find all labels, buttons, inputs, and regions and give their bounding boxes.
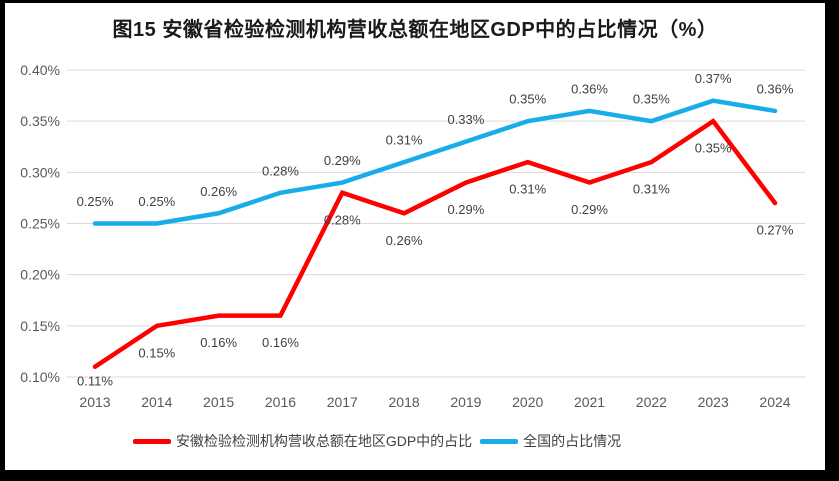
data-label: 0.29% <box>324 153 361 168</box>
data-label: 0.28% <box>324 212 361 227</box>
x-axis-tick-label: 2013 <box>79 394 110 410</box>
x-axis-tick-label: 2024 <box>759 394 790 410</box>
data-label: 0.15% <box>138 345 175 360</box>
legend-item-anhui: 安徽检验检测机构营收总额在地区GDP中的占比 <box>132 431 473 451</box>
y-axis-tick-label: 0.15% <box>20 318 60 334</box>
series-line-1 <box>92 98 778 226</box>
x-axis-tick-label: 2016 <box>265 394 296 410</box>
legend-inner: 安徽检验检测机构营收总额在地区GDP中的占比 全国的占比情况 <box>132 431 621 451</box>
data-label: 0.31% <box>509 182 546 197</box>
chart-title: 图15 安徽省检验检测机构营收总额在地区GDP中的占比情况（%） <box>112 19 718 41</box>
legend: 安徽检验检测机构营收总额在地区GDP中的占比 全国的占比情况 <box>5 431 825 451</box>
data-label: 0.28% <box>262 163 299 178</box>
data-label: 0.36% <box>571 81 608 96</box>
chart-plot-area: 0.10% 0.15% 0.20% 0.25% 0.30% 0.35% 0.40% 2013 2… <box>20 62 805 410</box>
x-axis-tick-label: 2023 <box>698 394 729 410</box>
data-label: 0.33% <box>447 112 484 127</box>
y-axis-tick-label: 0.30% <box>20 164 60 180</box>
series-line-0 <box>92 118 778 370</box>
data-label: 0.35% <box>695 141 732 156</box>
legend-label-anhui: 安徽检验检测机构营收总额在地区GDP中的占比 <box>175 433 473 449</box>
data-label: 0.31% <box>633 182 670 197</box>
x-axis-tick-label: 2021 <box>574 394 605 410</box>
data-label: 0.25% <box>138 194 175 209</box>
legend-swatch-national <box>480 438 519 444</box>
x-axis-tick-label: 2018 <box>389 394 420 410</box>
x-axis-tick-label: 2015 <box>203 394 234 410</box>
data-label: 0.35% <box>633 92 670 107</box>
y-axis-tick-label: 0.10% <box>20 369 60 385</box>
data-label: 0.29% <box>447 202 484 217</box>
data-label: 0.35% <box>509 92 546 107</box>
data-label: 0.29% <box>571 202 608 217</box>
legend-item-national: 全国的占比情况 <box>480 431 621 451</box>
legend-swatch-anhui <box>132 438 171 444</box>
x-axis-tick-label: 2022 <box>636 394 667 410</box>
y-axis-tick-label: 0.25% <box>20 216 60 232</box>
x-axis-tick-label: 2019 <box>450 394 481 410</box>
data-label: 0.26% <box>200 184 237 199</box>
data-label: 0.36% <box>757 81 794 96</box>
data-label: 0.26% <box>386 233 423 248</box>
x-axis-tick-label: 2020 <box>512 394 543 410</box>
x-axis-tick-label: 2014 <box>141 394 172 410</box>
data-label: 0.25% <box>77 194 114 209</box>
data-label: 0.16% <box>262 335 299 350</box>
data-label: 0.27% <box>757 223 794 238</box>
y-axis-tick-label: 0.20% <box>20 267 60 283</box>
data-label: 0.31% <box>386 133 423 148</box>
data-label: 0.16% <box>200 335 237 350</box>
x-axis-tick-label: 2017 <box>327 394 358 410</box>
legend-label-national: 全国的占比情况 <box>523 433 622 449</box>
data-label: 0.11% <box>77 374 113 389</box>
y-axis-tick-label: 0.35% <box>20 113 60 129</box>
y-axis-tick-label: 0.40% <box>20 62 60 78</box>
data-label: 0.37% <box>695 71 732 86</box>
